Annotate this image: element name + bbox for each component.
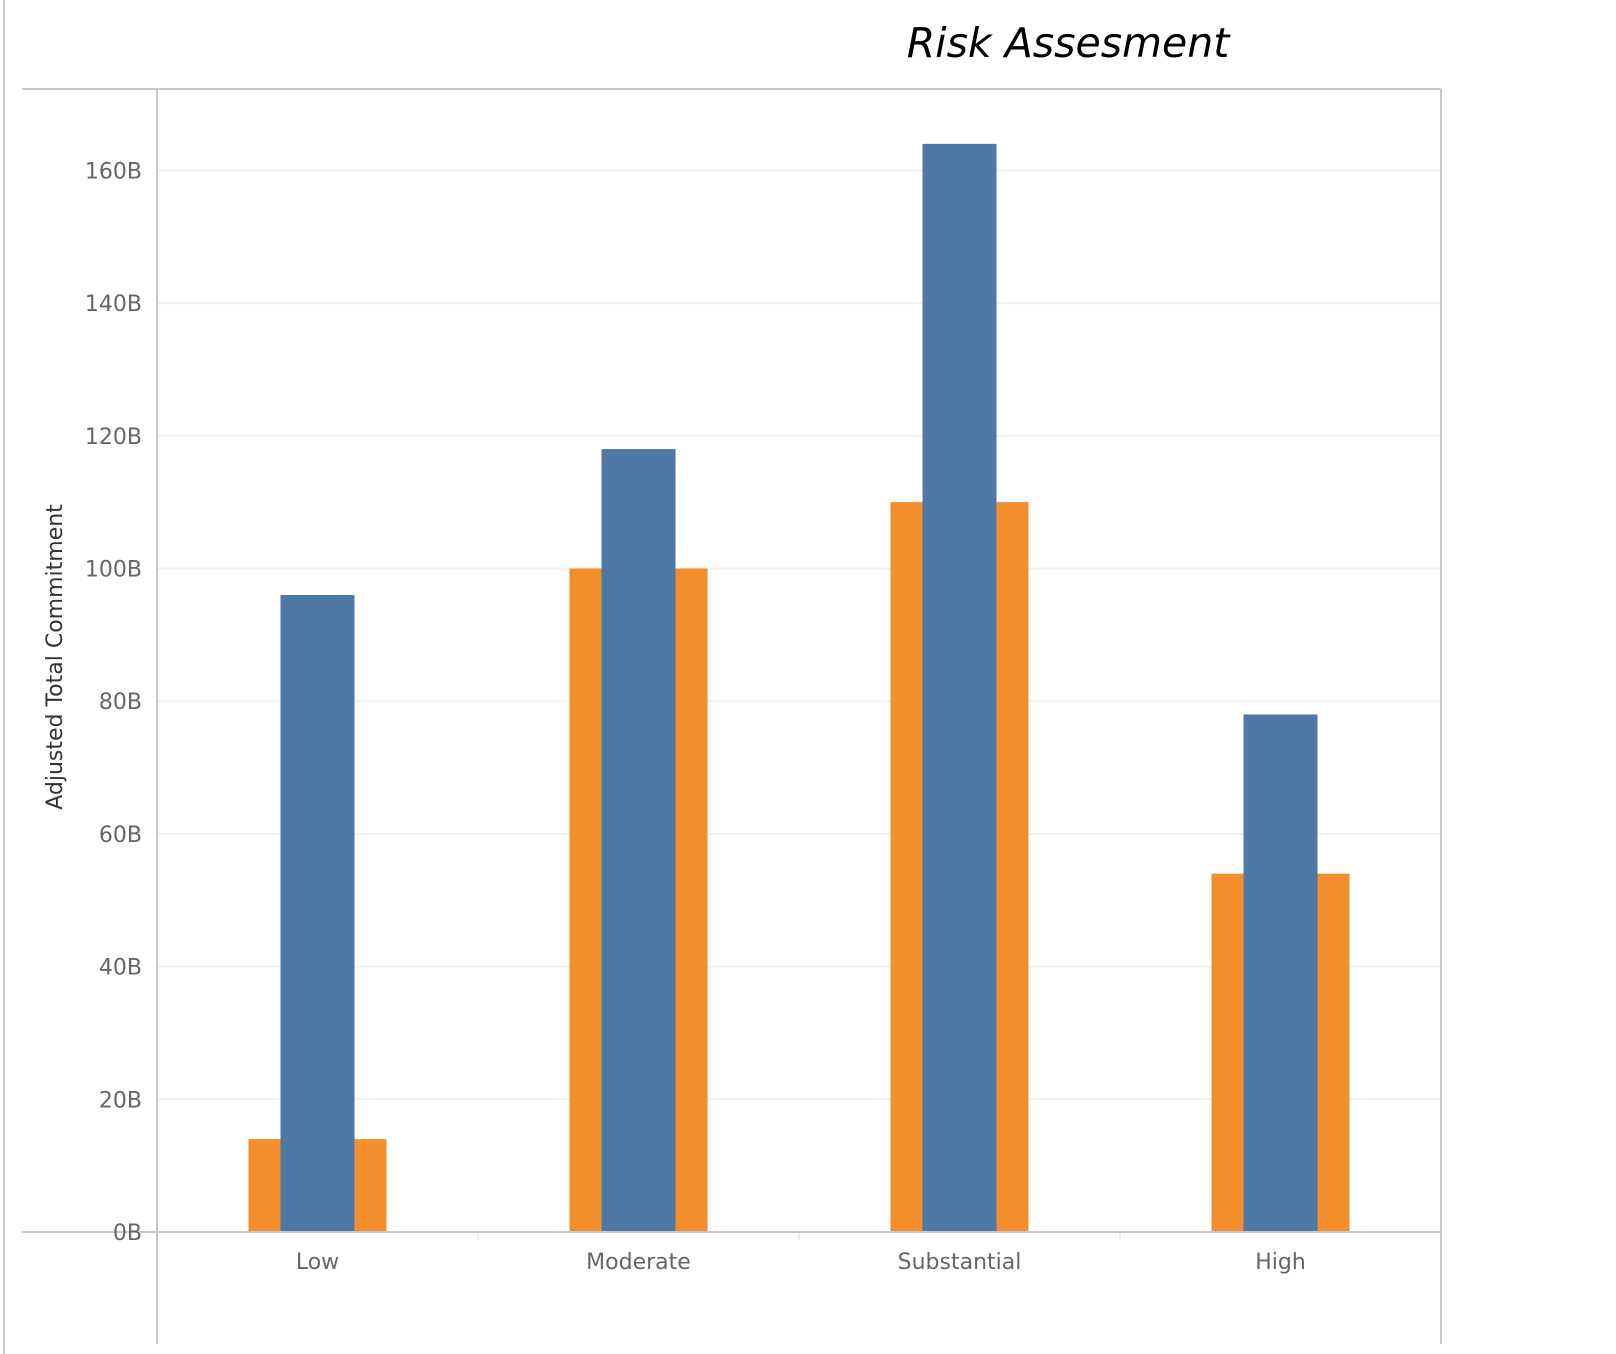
gridlines (157, 169, 1441, 1101)
y-tick-label: 60B (99, 823, 142, 848)
y-tick-label: 120B (85, 425, 142, 450)
y-tick-label: 100B (85, 558, 142, 583)
x-tick-label: Low (296, 1250, 339, 1275)
x-tick-label: High (1255, 1250, 1306, 1275)
y-axis-label: Adjusted Total Commitment (43, 504, 68, 810)
y-tick-label: 20B (99, 1088, 142, 1113)
y-tick-label: 0B (113, 1221, 142, 1246)
x-tick-label: Substantial (898, 1250, 1022, 1275)
bar-blue-high (1243, 714, 1318, 1232)
chart-title: Risk Assesment (907, 19, 1232, 67)
x-axis-ticks: Low Moderate Substantial High (296, 1250, 1306, 1275)
bar-blue-substantial (922, 143, 997, 1233)
bar-blue-moderate (601, 449, 676, 1232)
bars (248, 143, 1350, 1233)
category-separators (477, 1232, 1121, 1240)
y-tick-label: 40B (99, 956, 142, 981)
y-tick-label: 160B (85, 159, 142, 184)
y-tick-label: 80B (99, 690, 142, 715)
bar-blue-low (280, 595, 355, 1232)
y-axis-ticks: 0B 20B 40B 60B 80B 100B 120B 140B 160B (85, 159, 142, 1246)
y-tick-label: 140B (85, 292, 142, 317)
x-tick-label: Moderate (586, 1250, 691, 1275)
plot-frame (3, 0, 1442, 1354)
